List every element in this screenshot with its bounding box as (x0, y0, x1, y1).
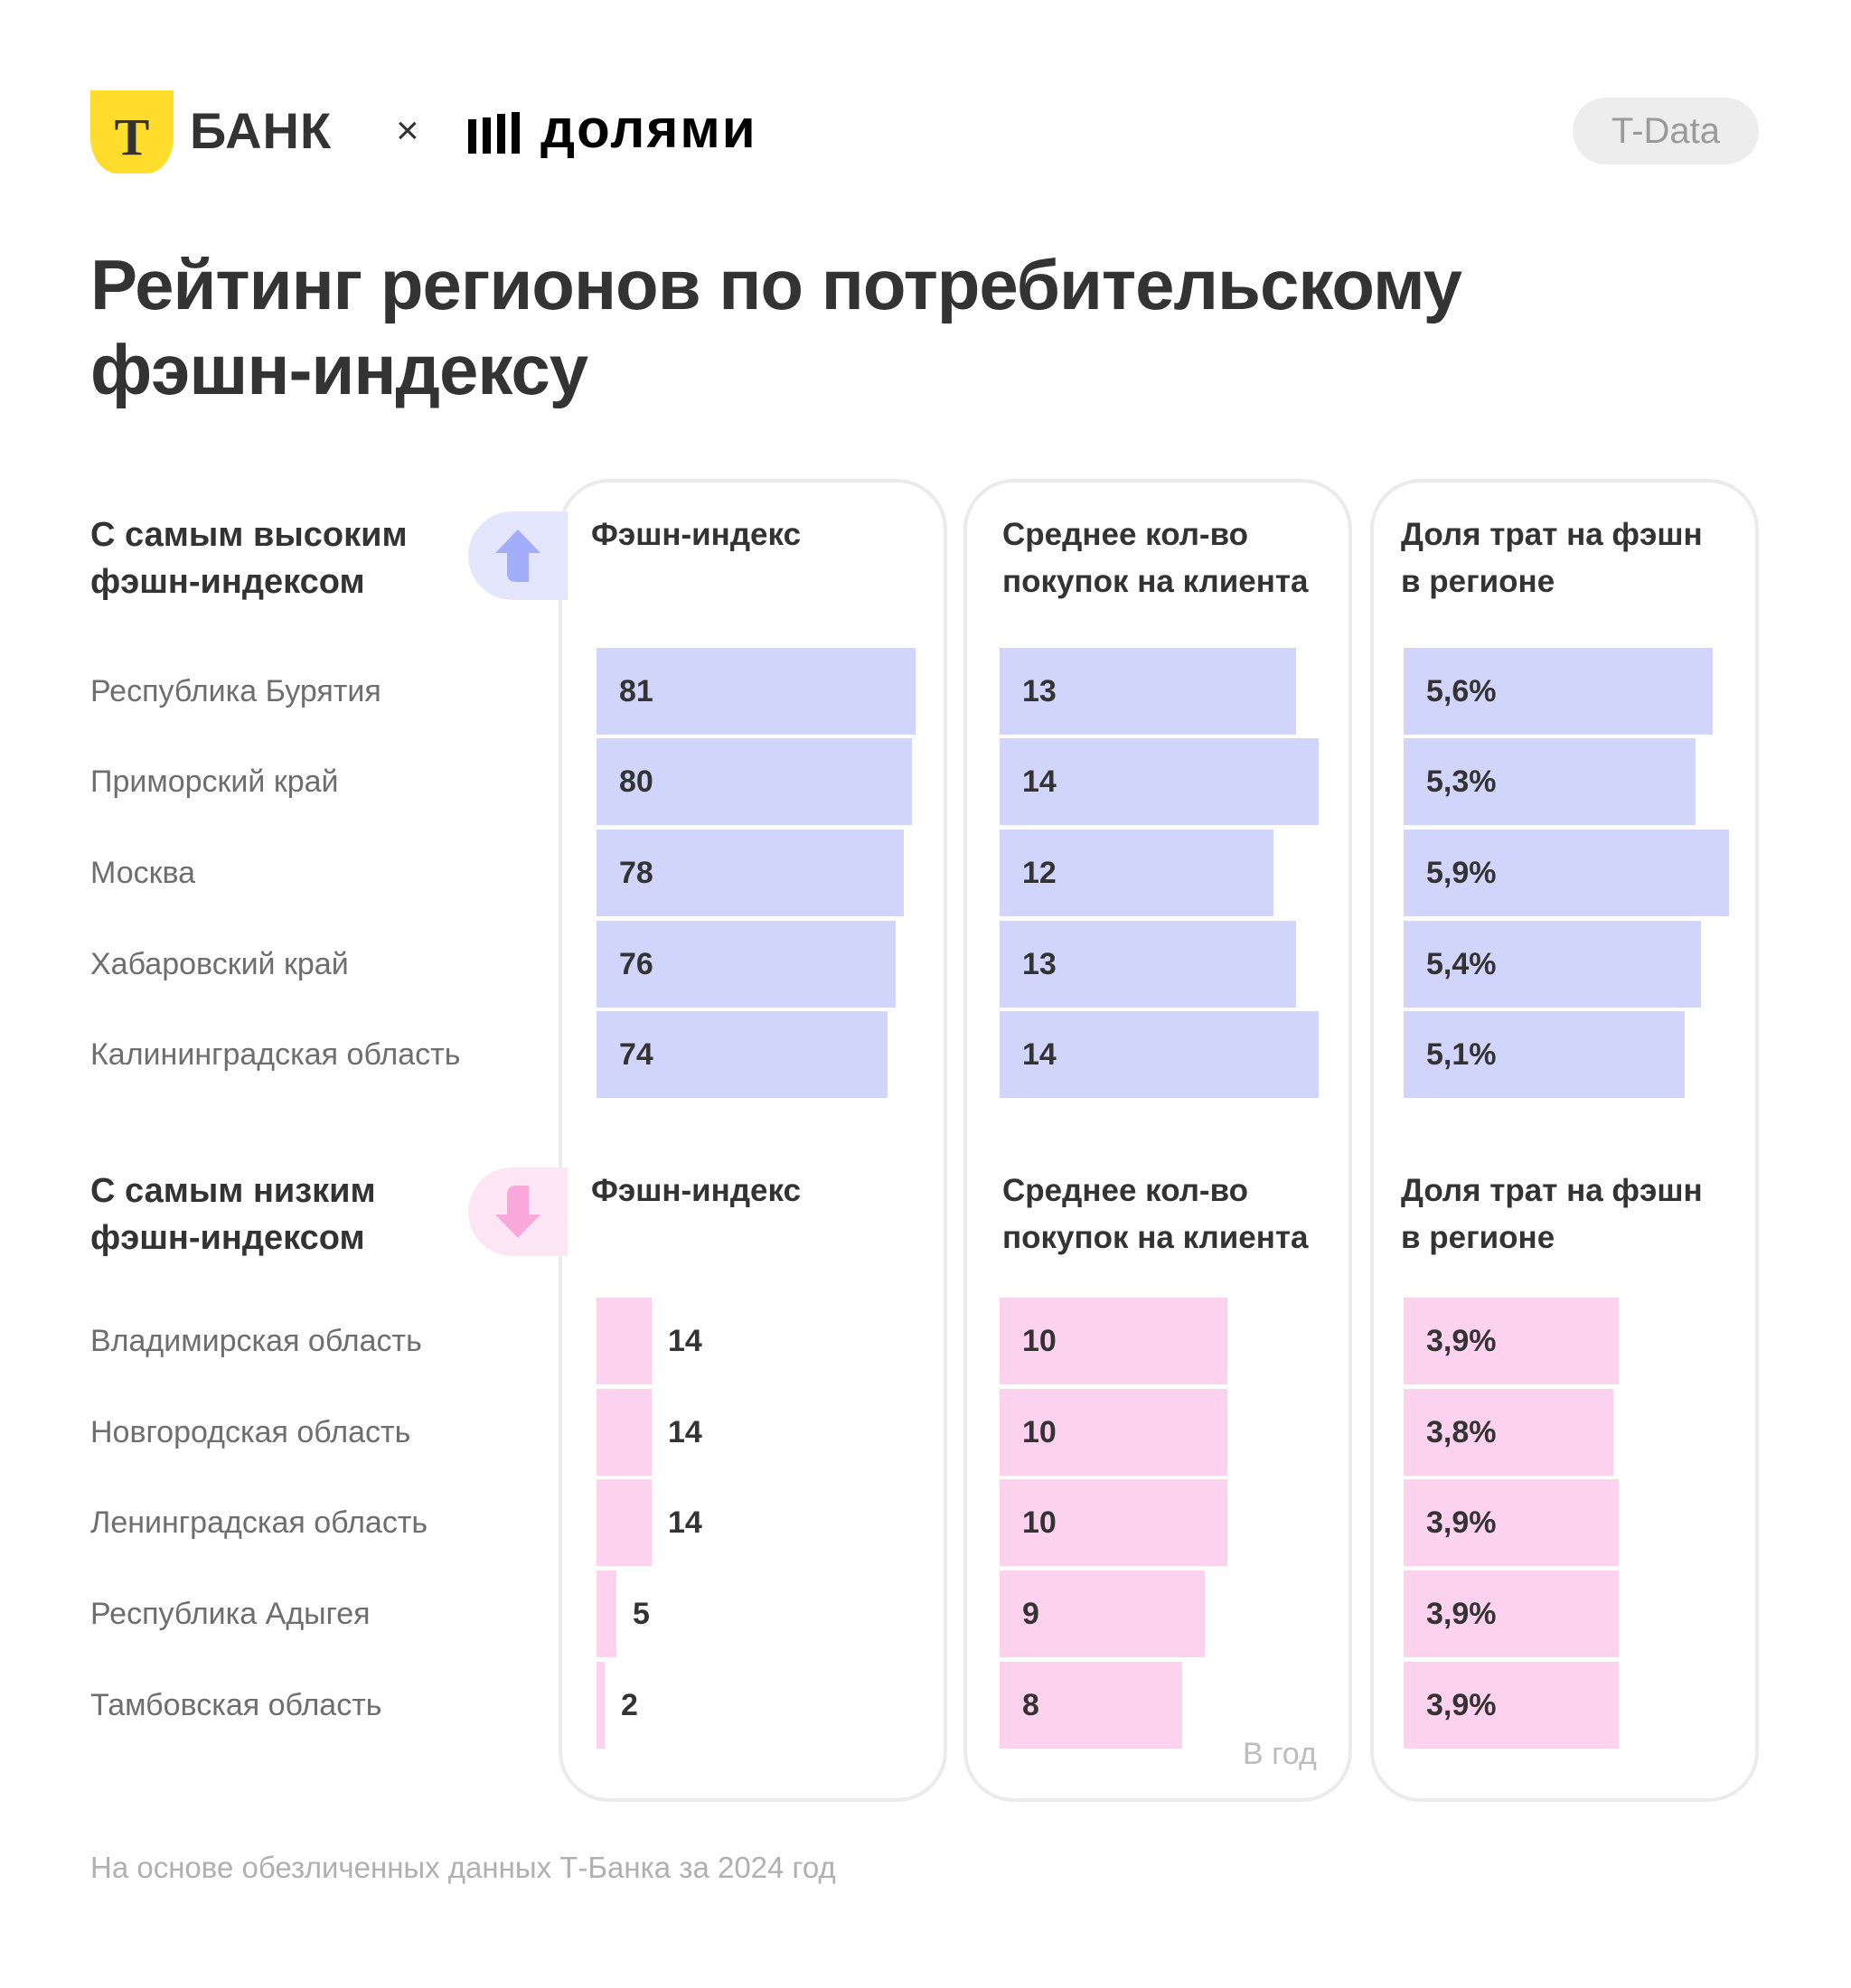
panel-spend-share (1370, 479, 1759, 1802)
bar-value-label: 5,4% (1426, 947, 1497, 981)
bar-value-label: 13 (1022, 674, 1057, 708)
arrow-up-badge (468, 511, 568, 600)
bar-value-label: 12 (1022, 856, 1057, 890)
bar-value-label: 14 (668, 1415, 702, 1449)
bar (597, 648, 916, 735)
bar (597, 1389, 652, 1476)
bar (1000, 738, 1319, 825)
bar-value-label: 74 (619, 1037, 653, 1072)
bar-value-label: 9 (1022, 1597, 1039, 1631)
t-data-badge: T-Data (1573, 98, 1759, 164)
t-bank-logo-icon: Т (90, 90, 174, 173)
region-label: Новгородская область (90, 1415, 411, 1449)
bar-value-label: 3,9% (1426, 1324, 1497, 1358)
panel-purchases (963, 479, 1352, 1802)
column-header: Среднее кол-во покупок на клиента (1002, 517, 1309, 599)
bar-value-label: 5,3% (1426, 764, 1497, 799)
partner-name: долями (540, 98, 757, 159)
bar-value-label: 78 (619, 856, 653, 890)
bar (1404, 1298, 1619, 1384)
region-label: Хабаровский край (90, 947, 349, 981)
times-sign: × (396, 108, 419, 153)
bar-value-label: 14 (1022, 764, 1057, 799)
bar (597, 1479, 652, 1566)
bar-value-label: 81 (619, 674, 653, 708)
region-label: Республика Адыгея (90, 1597, 371, 1631)
region-label: Приморский край (90, 764, 339, 799)
bar-value-label: 3,9% (1426, 1505, 1497, 1540)
bar (597, 1298, 652, 1384)
bar (1404, 830, 1729, 916)
bar (1404, 1662, 1619, 1749)
region-label: Тамбовская область (90, 1688, 382, 1722)
bar-value-label: 3,9% (1426, 1597, 1497, 1631)
bar-value-label: 14 (668, 1505, 702, 1540)
column-header: Фэшн-индекс (591, 517, 802, 552)
bar (1404, 1011, 1685, 1098)
bar-value-label: 10 (1022, 1324, 1057, 1358)
arrow-up-icon (495, 530, 540, 582)
bar (1404, 738, 1696, 825)
bar (1000, 921, 1296, 1008)
column-header: Среднее кол-во покупок на клиента (1002, 1173, 1309, 1255)
bar (1000, 648, 1296, 735)
bar (597, 830, 904, 916)
bar (1000, 1011, 1319, 1098)
arrow-down-badge (468, 1167, 568, 1256)
bar-value-label: 5 (633, 1597, 650, 1631)
bank-name: БАНК (190, 102, 333, 159)
bar (597, 1571, 616, 1657)
page-title: Рейтинг регионов по потребительскому фэш… (90, 245, 1462, 409)
bar (1404, 1479, 1619, 1566)
bar-value-label: 3,9% (1426, 1688, 1497, 1722)
bar-value-label: 14 (1022, 1037, 1057, 1072)
bar-value-label: 13 (1022, 947, 1057, 981)
bar (1404, 648, 1713, 735)
bar-value-label: 5,6% (1426, 674, 1497, 708)
bar (1000, 1662, 1182, 1749)
dolyami-logo-icon (468, 112, 522, 154)
bar (1000, 830, 1273, 916)
column-header: Доля трат на фэшн в регионе (1401, 517, 1703, 599)
panel-fashion-index (559, 479, 947, 1802)
bar-value-label: 10 (1022, 1505, 1057, 1540)
column-header: Фэшн-индекс (591, 1173, 802, 1208)
bar-value-label: 5,9% (1426, 856, 1497, 890)
region-label: Калининградская область (90, 1037, 461, 1072)
bar-value-label: 5,1% (1426, 1037, 1497, 1072)
bar-value-label: 10 (1022, 1415, 1057, 1449)
bar-value-label: 3,8% (1426, 1415, 1497, 1449)
bar (1404, 1571, 1619, 1657)
bar (1404, 921, 1701, 1008)
bar (1404, 1389, 1613, 1476)
arrow-down-icon (495, 1186, 540, 1238)
bar (597, 921, 896, 1008)
bar (597, 1662, 605, 1749)
bar-value-label: 76 (619, 947, 653, 981)
bar (1000, 1298, 1227, 1384)
section-title: С самым высоким фэшн-индексом (90, 516, 408, 601)
region-label: Владимирская область (90, 1324, 422, 1358)
region-label: Республика Бурятия (90, 674, 381, 708)
footer-source: На основе обезличенных данных Т-Банка за… (90, 1851, 836, 1884)
bar (597, 1011, 888, 1098)
section-title: С самым низким фэшн-индексом (90, 1172, 376, 1257)
bar (597, 738, 912, 825)
bar-value-label: 2 (621, 1688, 638, 1722)
column-header: Доля трат на фэшн в регионе (1401, 1173, 1703, 1255)
bar (1000, 1571, 1205, 1657)
bar-value-label: 80 (619, 764, 653, 799)
bar (1000, 1479, 1227, 1566)
bar (1000, 1389, 1227, 1476)
bar-value-label: 14 (668, 1324, 702, 1358)
per-year-note: В год (1243, 1737, 1317, 1771)
bar-value-label: 8 (1022, 1688, 1039, 1722)
region-label: Ленинградская область (90, 1505, 428, 1540)
region-label: Москва (90, 856, 196, 890)
